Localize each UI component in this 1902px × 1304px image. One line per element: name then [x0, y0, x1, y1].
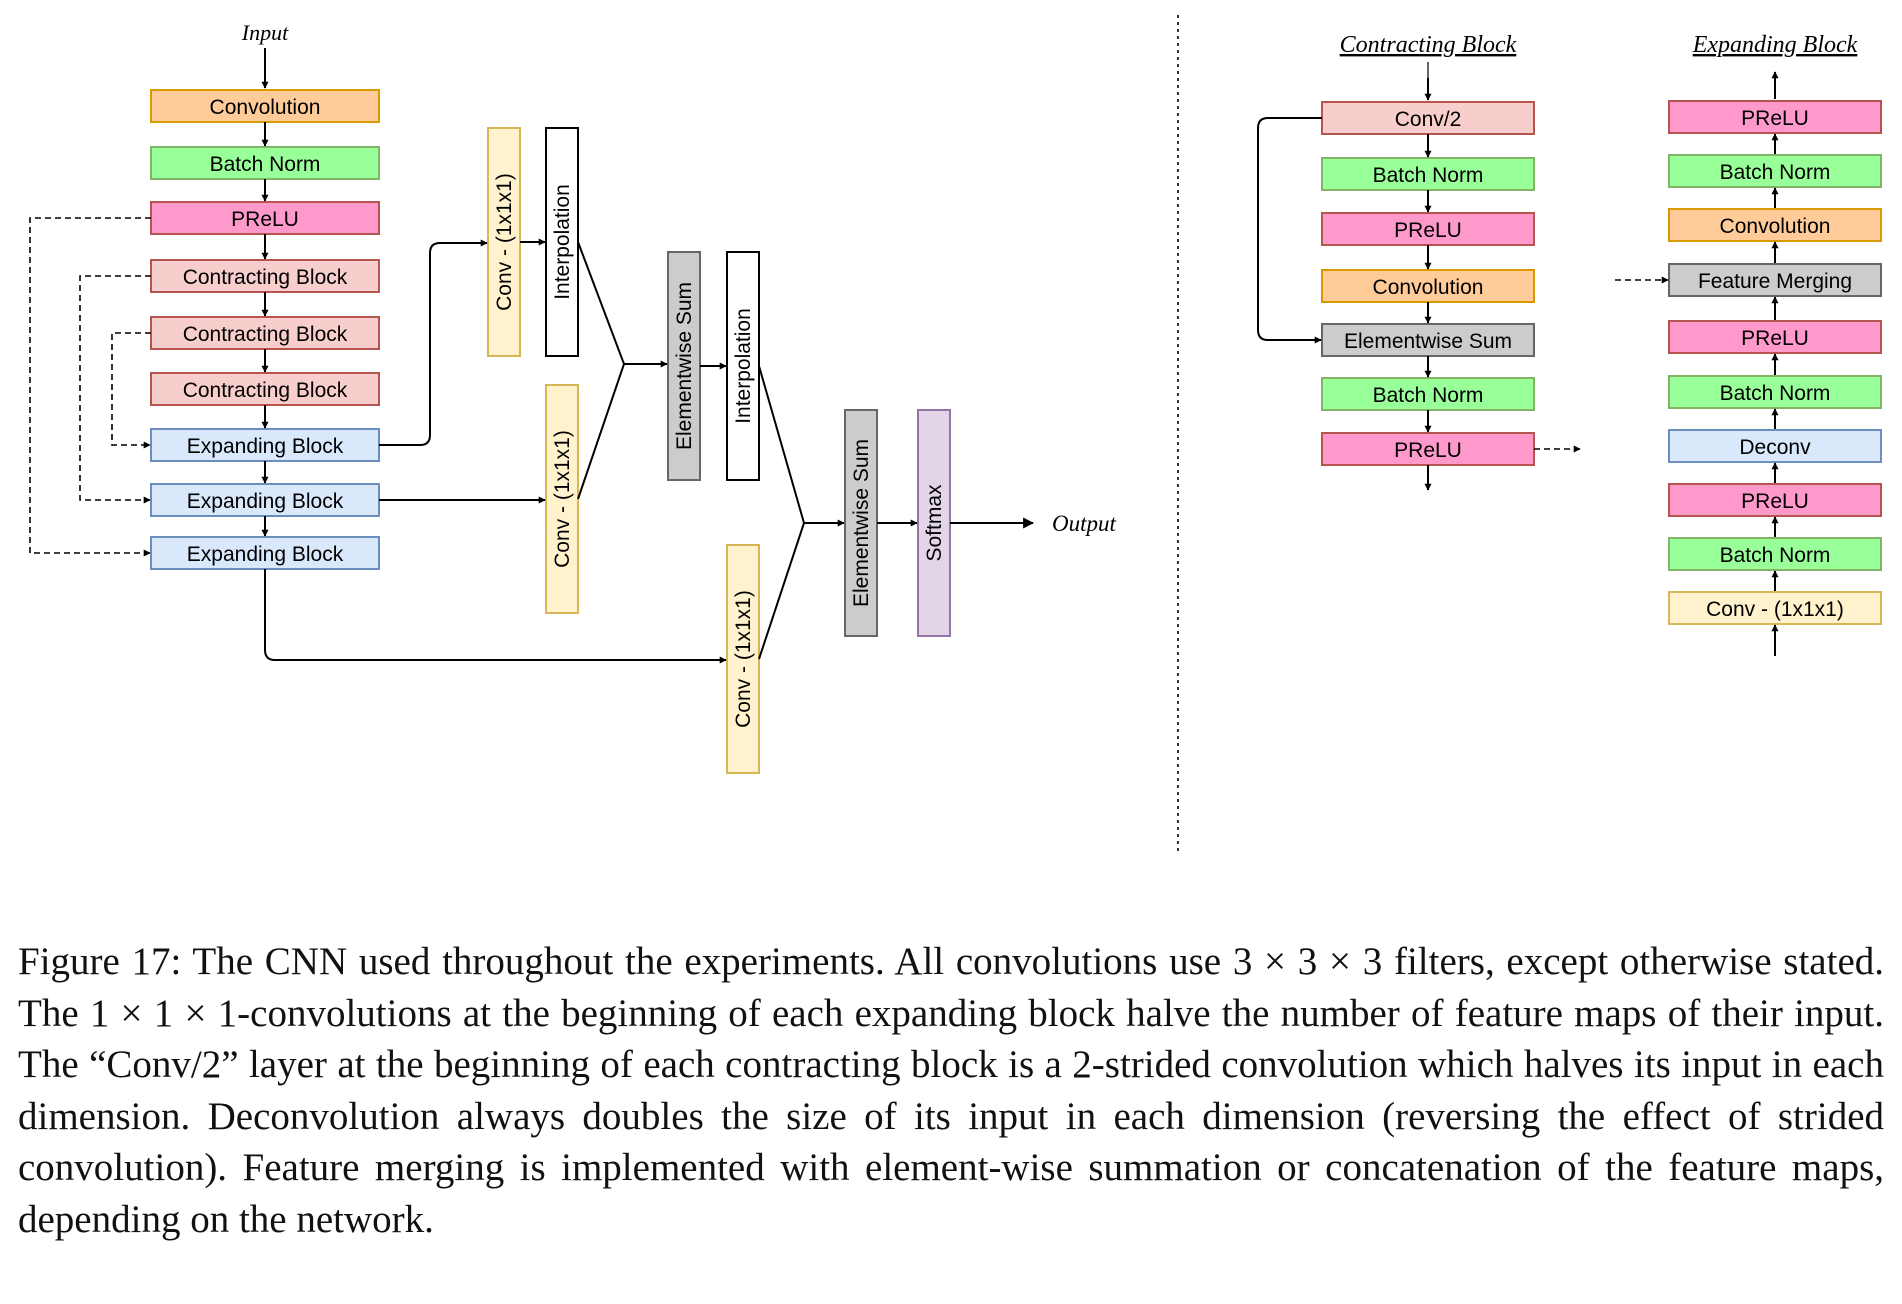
sum-label: Elementwise Sum — [673, 282, 696, 450]
layer-label: PReLU — [231, 208, 299, 231]
contracting-block-title: Contracting Block — [1340, 32, 1517, 58]
eb-deconv: Deconv — [1668, 429, 1882, 463]
figure-caption: Figure 17: The CNN used throughout the e… — [18, 940, 1884, 1241]
conv-label: Conv - (1x1x1) — [493, 173, 516, 311]
expanding-block-stack: PReLU Batch Norm Convolution Feature Mer… — [1668, 100, 1882, 625]
layer-label: Convolution — [210, 96, 321, 119]
eb-prelu-top: PReLU — [1668, 100, 1882, 134]
layer-contracting-block-2: Contracting Block — [150, 316, 380, 350]
conv-1x1x1-top: Conv - (1x1x1) — [487, 127, 521, 357]
eb-prelu-mid: PReLU — [1668, 320, 1882, 354]
cb-prelu-1: PReLU — [1321, 212, 1535, 246]
layer-label: Elementwise Sum — [1344, 330, 1512, 353]
layer-label: Batch Norm — [1373, 384, 1484, 407]
layer-label: PReLU — [1741, 327, 1809, 350]
layer-label: Deconv — [1739, 436, 1811, 459]
layer-label: Batch Norm — [1720, 161, 1831, 184]
main-layer-stack: Convolution Batch Norm PReLU Contracting… — [150, 89, 380, 570]
main-connections — [264, 238, 1035, 664]
layer-prelu: PReLU — [150, 201, 380, 235]
layer-label: Feature Merging — [1698, 270, 1852, 293]
interpolation-label: Interpolation — [551, 184, 574, 300]
softmax-label: Softmax — [923, 484, 946, 562]
expanding-block-title: Expanding Block — [1692, 32, 1858, 58]
layer-label: Convolution — [1720, 215, 1831, 238]
layer-contracting-block-1: Contracting Block — [150, 259, 380, 293]
conv-label: Conv - (1x1x1) — [551, 430, 574, 568]
layer-expanding-block-1: Expanding Block — [150, 428, 380, 462]
interpolation-1: Interpolation — [545, 127, 579, 357]
layer-label: Expanding Block — [187, 490, 344, 513]
conv-1x1x1-bottom: Conv - (1x1x1) — [726, 544, 760, 774]
elementwise-sum-1: Elementwise Sum — [667, 251, 701, 481]
cnn-architecture-diagram: Input Convolution Batch Norm PReLU Contr… — [29, 15, 1882, 852]
sum-label: Elementwise Sum — [850, 439, 873, 607]
eb-conv-1x1x1: Conv - (1x1x1) — [1668, 591, 1882, 625]
conv-label: Conv - (1x1x1) — [732, 590, 755, 728]
output-label: Output — [1052, 511, 1117, 536]
layer-label: Contracting Block — [183, 323, 348, 346]
layer-label: PReLU — [1394, 439, 1462, 462]
cb-convolution: Convolution — [1321, 269, 1535, 303]
cb-batch-norm-2: Batch Norm — [1321, 377, 1535, 411]
interpolation-2: Interpolation — [726, 251, 760, 481]
layer-label: Conv/2 — [1395, 108, 1462, 131]
layer-label: Batch Norm — [1373, 164, 1484, 187]
layer-expanding-block-3: Expanding Block — [150, 536, 380, 570]
elementwise-sum-2: Elementwise Sum — [844, 409, 878, 637]
layer-label: PReLU — [1741, 107, 1809, 130]
layer-label: Batch Norm — [1720, 544, 1831, 567]
layer-expanding-block-2: Expanding Block — [150, 483, 380, 517]
layer-label: Conv - (1x1x1) — [1706, 598, 1844, 621]
layer-batch-norm: Batch Norm — [150, 146, 380, 180]
layer-label: Contracting Block — [183, 379, 348, 402]
cb-batch-norm-1: Batch Norm — [1321, 157, 1535, 191]
input-label: Input — [241, 20, 289, 45]
contracting-block-arrows — [1257, 117, 1581, 491]
eb-feature-merging: Feature Merging — [1668, 263, 1882, 297]
layer-label: Batch Norm — [210, 153, 321, 176]
layer-label: Expanding Block — [187, 435, 344, 458]
layer-label: Convolution — [1373, 276, 1484, 299]
conv-1x1x1-middle: Conv - (1x1x1) — [545, 384, 579, 614]
eb-batch-norm-bottom: Batch Norm — [1668, 537, 1882, 571]
contracting-block-stack: Conv/2 Batch Norm PReLU Convolution Elem… — [1321, 101, 1535, 466]
softmax-layer: Softmax — [917, 409, 951, 637]
layer-label: PReLU — [1741, 490, 1809, 513]
eb-convolution: Convolution — [1668, 208, 1882, 242]
eb-prelu-bottom: PReLU — [1668, 483, 1882, 517]
layer-contracting-block-3: Contracting Block — [150, 372, 380, 406]
skip-connections — [29, 217, 151, 557]
layer-label: Batch Norm — [1720, 382, 1831, 405]
layer-label: PReLU — [1394, 219, 1462, 242]
interpolation-label: Interpolation — [732, 308, 755, 424]
cb-elementwise-sum: Elementwise Sum — [1321, 323, 1535, 357]
eb-batch-norm-top: Batch Norm — [1668, 154, 1882, 188]
layer-label: Contracting Block — [183, 266, 348, 289]
layer-label: Expanding Block — [187, 543, 344, 566]
layer-convolution: Convolution — [150, 89, 380, 123]
cb-conv2: Conv/2 — [1321, 101, 1535, 135]
expanding-block-arrows — [1615, 133, 1779, 656]
eb-batch-norm-mid: Batch Norm — [1668, 375, 1882, 409]
cb-prelu-2: PReLU — [1321, 432, 1535, 466]
